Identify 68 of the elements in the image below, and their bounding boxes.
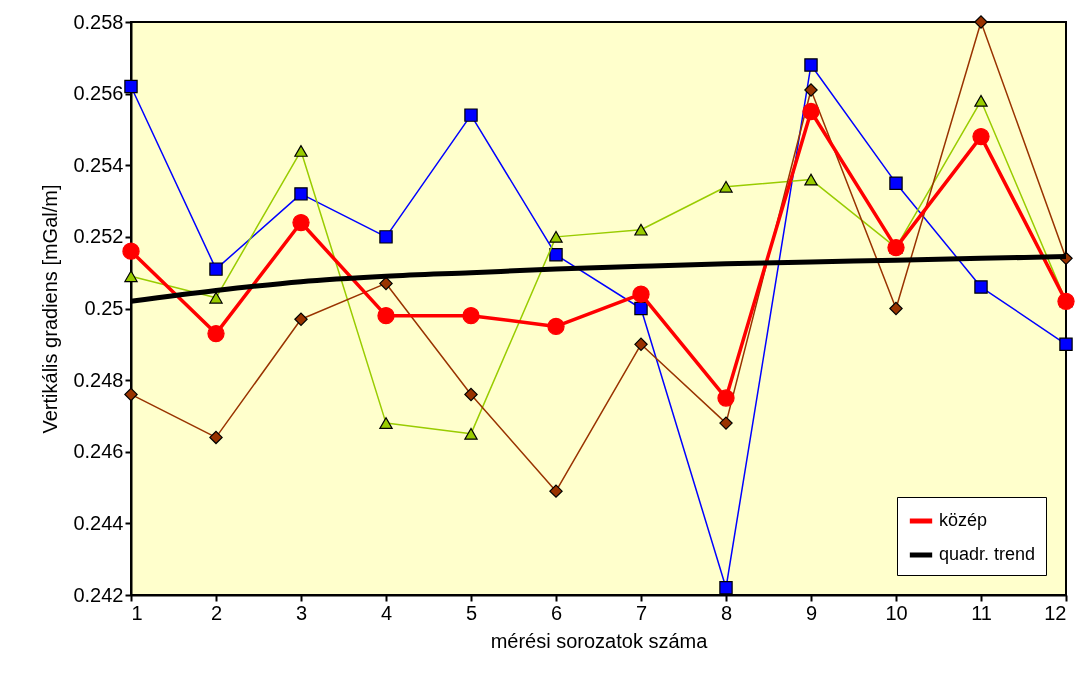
x-tick-label: 10 [885,601,908,624]
y-tick-label: 0.25 [84,297,124,319]
x-tick-label: 5 [465,601,478,624]
y-tick-label: 0.258 [73,10,124,33]
x-tick-label: 9 [805,601,818,624]
point [804,58,818,72]
point [972,127,990,146]
y-tick-label: 0.252 [73,225,124,248]
y-tick-label: 0.254 [73,153,124,176]
point [549,248,563,262]
point [379,276,393,291]
x-axis-title: mérési sorozatok száma [490,629,709,652]
y-tick-label: 0.246 [73,440,124,463]
point [889,301,903,316]
point [464,387,478,402]
y-tick-label: 0.248 [73,368,124,391]
point [634,337,648,352]
x-tick-label: 3 [295,601,308,624]
point [719,416,733,430]
point [549,484,563,498]
point [207,324,225,343]
point [889,176,903,190]
point [209,430,223,445]
point [464,108,478,122]
point [209,291,223,304]
point [634,223,648,236]
point [292,213,310,232]
legend-label: quadr. trend [939,544,1036,564]
point [464,427,478,440]
point [377,307,395,325]
point [294,145,308,157]
point [209,262,223,276]
point [379,230,393,244]
point [462,307,480,325]
point [804,173,818,186]
point [634,301,648,316]
x-tick-label: 2 [210,601,223,624]
point [802,102,820,121]
x-tick-label: 1 [131,601,143,624]
point [719,581,733,595]
point [974,94,988,107]
point [294,187,308,201]
legend-label: közép [939,510,988,530]
x-tick-label: 6 [550,601,563,624]
point [632,285,650,303]
point [549,230,563,243]
point [717,389,735,407]
point [124,387,138,402]
point [294,312,308,326]
point [547,317,565,336]
x-tick-label: 4 [380,601,393,624]
x-tick-label: 8 [720,601,733,624]
point [1059,337,1073,352]
y-tick-label: 0.256 [73,82,124,105]
point [124,270,138,283]
point [124,79,138,94]
y-tick-label: 0.242 [73,583,124,606]
point [804,83,818,97]
x-tick-label: 7 [635,601,648,624]
point [974,15,988,29]
y-tick-label: 0.244 [73,511,124,534]
y-axis-title: Vertikális gradiens [mGal/m] [39,184,62,434]
x-tick-label: 12 [1044,601,1067,624]
point [719,180,733,193]
point [974,280,988,294]
point [379,417,393,429]
point [122,242,140,260]
x-tick-label: 11 [971,601,992,624]
